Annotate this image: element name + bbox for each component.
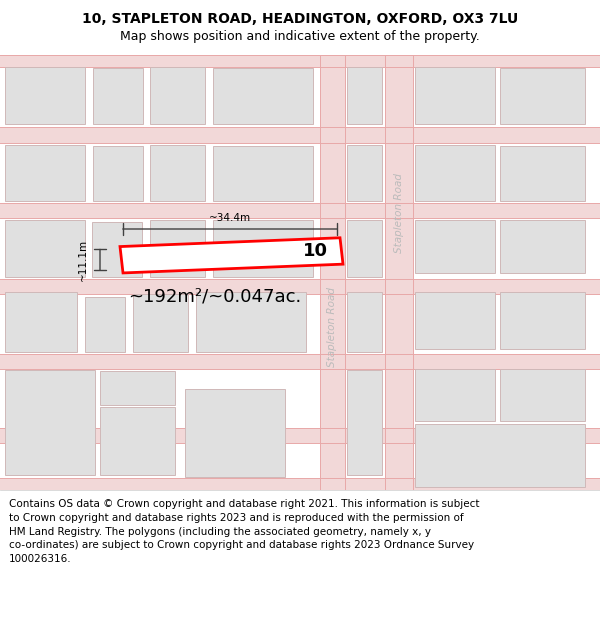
Bar	[93, 68, 143, 124]
Bar	[0, 429, 600, 443]
Bar	[5, 369, 95, 475]
Bar	[415, 144, 495, 201]
Bar	[415, 369, 495, 421]
Bar	[196, 292, 306, 352]
Bar	[347, 220, 382, 278]
Bar	[347, 369, 382, 475]
Bar	[5, 68, 85, 124]
Bar	[415, 68, 495, 124]
Bar	[347, 292, 382, 352]
Bar	[500, 68, 585, 124]
Bar	[0, 55, 600, 68]
Bar	[213, 220, 313, 278]
Bar	[185, 389, 285, 477]
Bar	[0, 478, 600, 490]
Bar	[347, 68, 382, 124]
Bar	[0, 279, 600, 294]
Text: 10: 10	[302, 242, 328, 260]
Bar	[500, 369, 585, 421]
Polygon shape	[385, 55, 413, 490]
Bar	[100, 371, 175, 405]
Bar	[0, 354, 600, 369]
Bar	[85, 297, 125, 352]
Bar	[133, 294, 188, 352]
Bar	[5, 144, 85, 201]
Text: Map shows position and indicative extent of the property.: Map shows position and indicative extent…	[120, 30, 480, 43]
Bar	[150, 144, 205, 201]
Text: 10, STAPLETON ROAD, HEADINGTON, OXFORD, OX3 7LU: 10, STAPLETON ROAD, HEADINGTON, OXFORD, …	[82, 12, 518, 26]
Bar	[150, 68, 205, 124]
Text: ~34.4m: ~34.4m	[209, 213, 251, 222]
Bar	[92, 222, 142, 278]
Text: ~192m²/~0.047ac.: ~192m²/~0.047ac.	[128, 288, 302, 306]
Bar	[93, 146, 143, 201]
Bar	[415, 220, 495, 273]
Bar	[213, 68, 313, 124]
Polygon shape	[320, 55, 345, 490]
Bar	[5, 292, 77, 352]
Bar	[0, 127, 600, 143]
Bar	[415, 424, 585, 488]
Bar	[500, 220, 585, 273]
Bar	[500, 146, 585, 201]
Text: Stapleton Road: Stapleton Road	[394, 173, 404, 253]
Bar	[500, 292, 585, 349]
Bar	[100, 406, 175, 475]
Text: Contains OS data © Crown copyright and database right 2021. This information is : Contains OS data © Crown copyright and d…	[9, 499, 479, 564]
Bar	[213, 146, 313, 201]
Bar	[5, 220, 85, 278]
Polygon shape	[120, 238, 343, 273]
Text: Stapleton Road: Stapleton Road	[327, 288, 337, 368]
Bar	[150, 220, 205, 278]
Text: ~11.1m: ~11.1m	[78, 239, 88, 281]
Bar	[0, 202, 600, 217]
Bar	[415, 292, 495, 349]
Bar	[347, 144, 382, 201]
